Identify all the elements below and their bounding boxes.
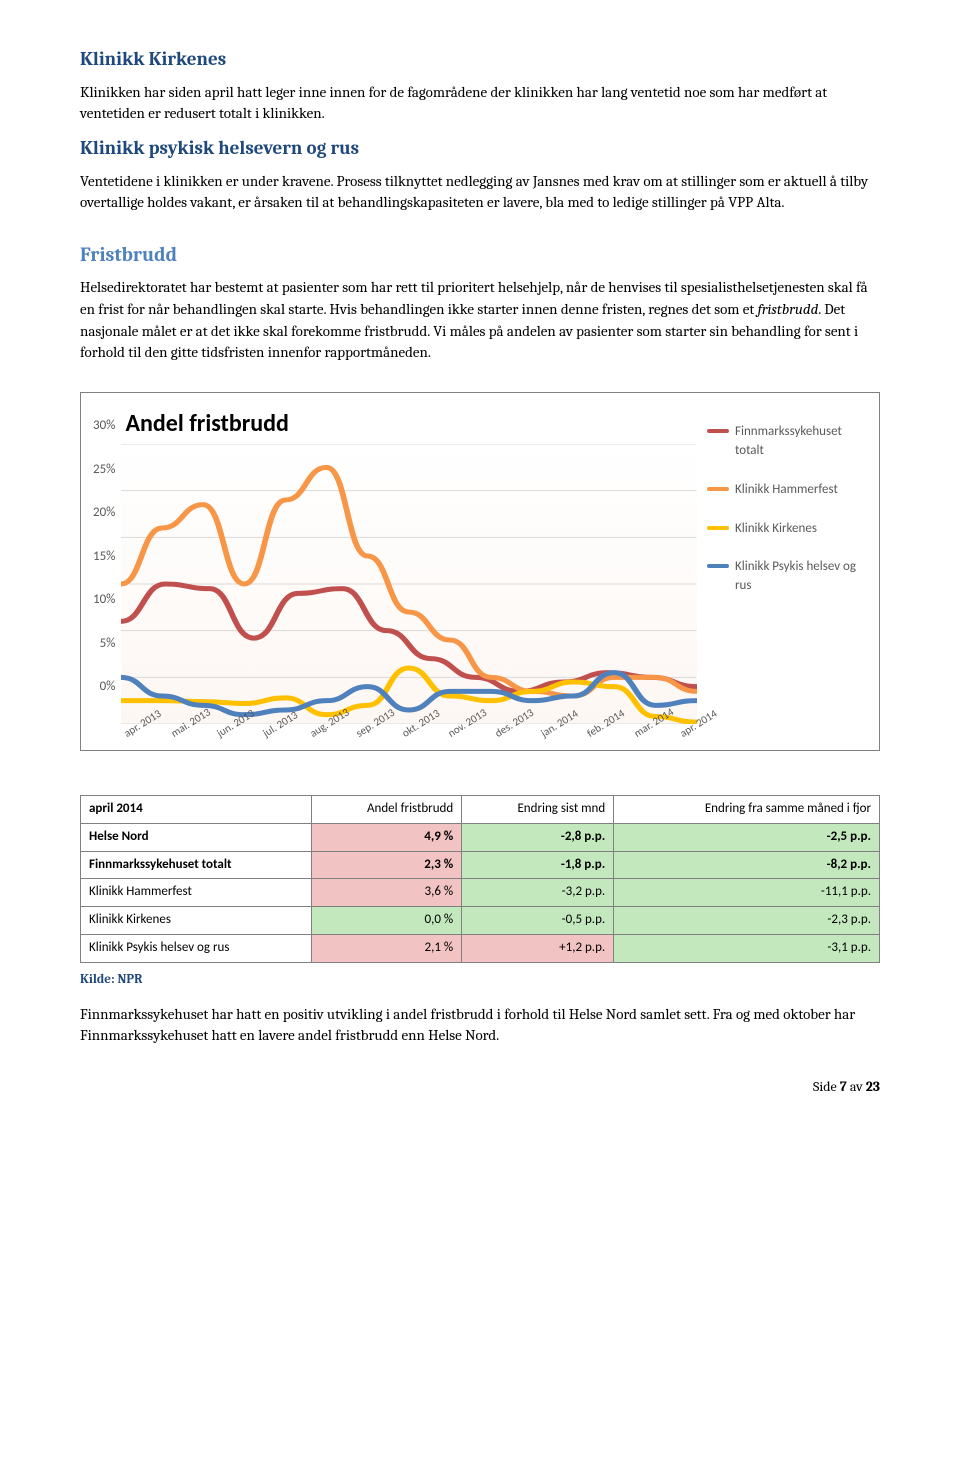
chart-plot-area [121,444,697,724]
table-cell-label: Klinikk Hammerfest [81,879,312,907]
fristbrudd-italic: fristbrudd [758,300,819,318]
legend-label: Finnmarkssykehuset totalt [735,423,867,461]
table-cell: -1,8 p.p. [462,851,614,879]
table-header-label: april 2014 [81,795,312,823]
table-cell: 2,3 % [312,851,462,879]
legend-swatch [707,487,729,491]
table-cell-label: Klinikk Psykis helsev og rus [81,935,312,963]
legend-swatch [707,526,729,530]
table-cell: 4,9 % [312,823,462,851]
chart-series [121,467,697,696]
fristbrudd-text-1: Helsedirektoratet har bestemt at pasient… [80,278,868,318]
chart-legend: Finnmarkssykehuset totalt Klinikk Hammerf… [697,407,867,616]
paragraph-kirkenes: Klinikken har siden april hatt leger inn… [80,82,880,126]
table-header-col1: Andel fristbrudd [312,795,462,823]
table-cell: -3,2 p.p. [462,879,614,907]
legend-label: Klinikk Psykis helsev og rus [735,558,867,596]
table-cell: -2,3 p.p. [614,907,880,935]
y-tick: 15% [93,548,115,567]
y-tick: 5% [100,635,116,654]
chart-container: 30% 25% 20% 15% 10% 5% 0% Andel fristbrudd apr… [80,392,880,751]
legend-item: Klinikk Hammerfest [707,481,867,500]
table-cell: -8,2 p.p. [614,851,880,879]
table-cell: -2,5 p.p. [614,823,880,851]
footer-prefix: Side [813,1078,840,1095]
footer-mid: av [847,1078,866,1095]
table-cell: 3,6 % [312,879,462,907]
y-tick: 25% [93,461,115,480]
table-row: Helse Nord4,9 %-2,8 p.p.-2,5 p.p. [81,823,880,851]
table-cell-label: Finnmarkssykehuset totalt [81,851,312,879]
closing-paragraph: Finnmarkssykehuset har hatt en positiv u… [80,1004,880,1048]
table-cell: 0,0 % [312,907,462,935]
chart-y-axis: 30% 25% 20% 15% 10% 5% 0% [93,417,121,697]
chart-x-axis: apr. 2013mai. 2013jun. 2013jul. 2013aug.… [121,728,697,744]
paragraph-psykisk: Ventetidene i klinikken er under kravene… [80,171,880,215]
footer-page: 7 [840,1078,847,1095]
table-cell: -0,5 p.p. [462,907,614,935]
legend-swatch [707,564,729,568]
paragraph-fristbrudd: Helsedirektoratet har bestemt at pasient… [80,277,880,364]
footer-total: 23 [866,1078,880,1095]
y-tick: 30% [93,417,115,436]
y-tick: 20% [93,504,115,523]
legend-swatch [707,429,729,433]
source-label: Kilde: NPR [80,971,880,990]
heading-kirkenes: Klinikk Kirkenes [80,46,880,74]
table-row: Klinikk Hammerfest3,6 %-3,2 p.p.-11,1 p.… [81,879,880,907]
table-cell-label: Klinikk Kirkenes [81,907,312,935]
heading-psykisk: Klinikk psykisk helsevern og rus [80,135,880,163]
chart-title: Andel fristbrudd [125,407,697,442]
table-header-col2: Endring sist mnd [462,795,614,823]
table-cell-label: Helse Nord [81,823,312,851]
table-row: Klinikk Psykis helsev og rus2,1 %+1,2 p.… [81,935,880,963]
legend-item: Klinikk Kirkenes [707,520,867,539]
table-cell: -11,1 p.p. [614,879,880,907]
table-cell: 2,1 % [312,935,462,963]
y-tick: 0% [100,678,116,697]
legend-item: Finnmarkssykehuset totalt [707,423,867,461]
page-footer: Side 7 av 23 [80,1077,880,1097]
legend-label: Klinikk Kirkenes [735,520,817,539]
table-row: Klinikk Kirkenes0,0 %-0,5 p.p.-2,3 p.p. [81,907,880,935]
legend-label: Klinikk Hammerfest [735,481,838,500]
data-table: april 2014 Andel fristbrudd Endring sist… [80,795,880,963]
table-header-col3: Endring fra samme måned i fjor [614,795,880,823]
heading-fristbrudd: Fristbrudd [80,240,880,269]
table-cell: -3,1 p.p. [614,935,880,963]
table-cell: -2,8 p.p. [462,823,614,851]
y-tick: 10% [93,591,115,610]
legend-item: Klinikk Psykis helsev og rus [707,558,867,596]
table-row: Finnmarkssykehuset totalt2,3 %-1,8 p.p.-… [81,851,880,879]
table-cell: +1,2 p.p. [462,935,614,963]
